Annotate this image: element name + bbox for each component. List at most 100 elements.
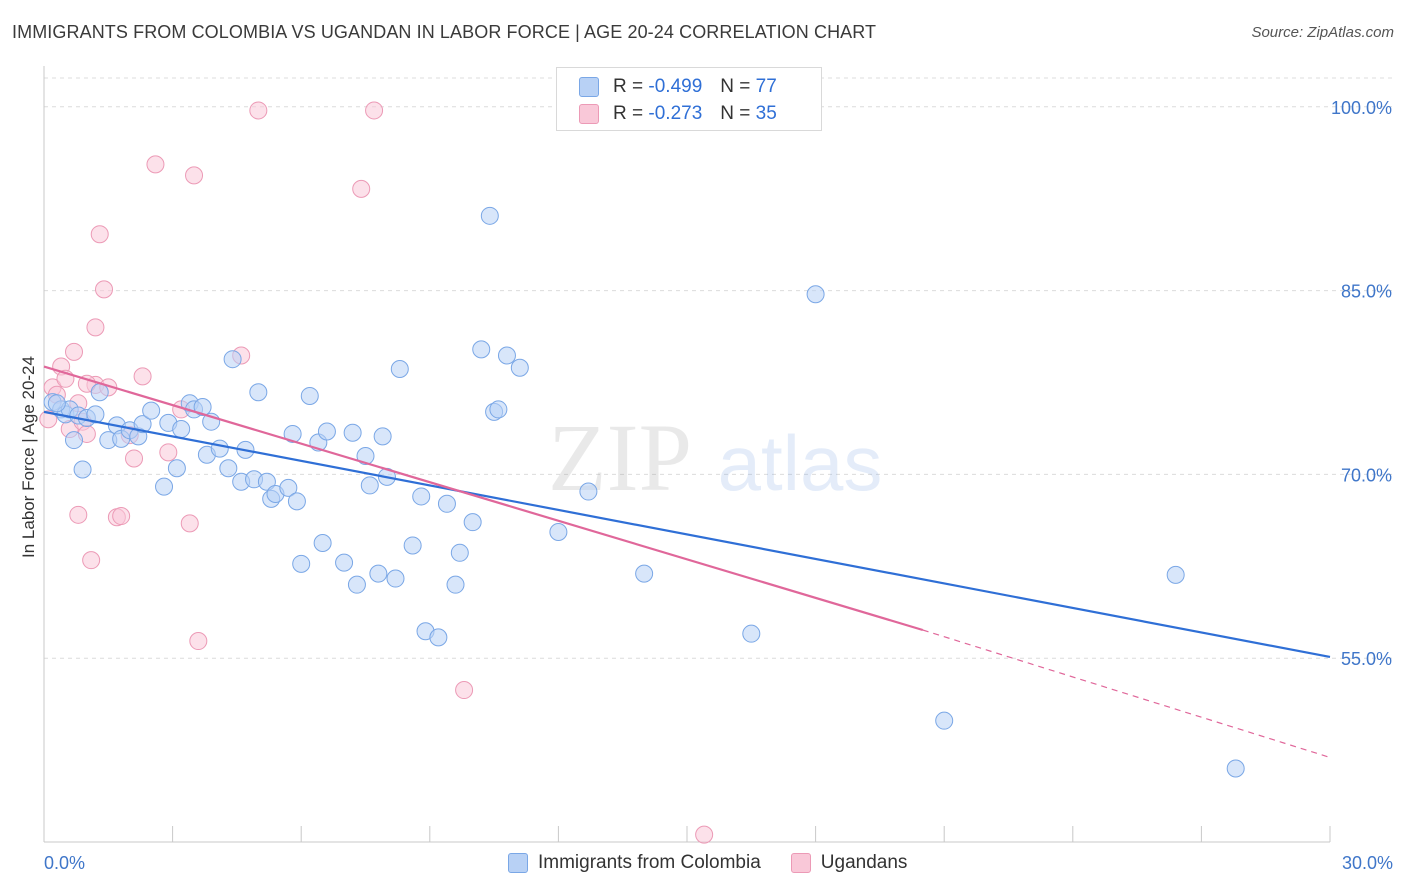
data-point-colombia bbox=[347, 575, 366, 594]
series-swatch-ugandans bbox=[790, 853, 811, 873]
data-point-ugandans bbox=[65, 342, 84, 361]
data-point-ugandans bbox=[159, 443, 178, 462]
watermark: ZIP atlas bbox=[548, 404, 882, 511]
data-point-colombia bbox=[279, 478, 298, 497]
legend-n-label: N = bbox=[720, 76, 751, 97]
legend-n-value-ugandans: 35 bbox=[755, 103, 777, 124]
data-point-colombia bbox=[1166, 565, 1185, 584]
trend-lines bbox=[43, 365, 1331, 759]
data-point-colombia bbox=[369, 564, 388, 583]
data-point-colombia bbox=[510, 358, 529, 377]
data-point-colombia bbox=[47, 394, 66, 413]
trend-line-colombia bbox=[43, 410, 1331, 659]
trend-line-ugandans bbox=[43, 365, 924, 632]
data-point-colombia bbox=[172, 420, 191, 439]
data-point-ugandans bbox=[365, 101, 384, 120]
data-point-colombia bbox=[73, 460, 92, 479]
legend-row-colombia: R = -0.499 N = 77 bbox=[579, 74, 777, 100]
legend-swatch-pink bbox=[579, 104, 599, 124]
watermark-zip: ZIP bbox=[548, 404, 692, 511]
data-point-colombia bbox=[65, 431, 84, 450]
data-point-colombia bbox=[343, 423, 362, 442]
x-tick-label: 30.0% bbox=[1342, 853, 1393, 873]
data-point-colombia bbox=[806, 285, 825, 304]
data-point-ugandans bbox=[69, 505, 88, 524]
data-point-colombia bbox=[155, 477, 174, 496]
legend-n-value-colombia: 77 bbox=[755, 76, 777, 97]
gridlines bbox=[44, 77, 1394, 659]
data-point-colombia bbox=[142, 401, 161, 420]
data-point-colombia bbox=[300, 386, 319, 405]
y-tick-label: 55.0% bbox=[1341, 649, 1392, 669]
data-point-ugandans bbox=[352, 179, 371, 198]
data-point-colombia bbox=[133, 415, 152, 434]
data-point-colombia bbox=[463, 513, 482, 532]
series-label-ugandans: Ugandans bbox=[820, 852, 908, 873]
data-point-ugandans bbox=[39, 410, 58, 429]
data-point-colombia bbox=[313, 534, 332, 553]
data-point-colombia bbox=[249, 383, 268, 402]
stats-legend: R = -0.499 N = 77 R = -0.273 N = 35 bbox=[556, 67, 822, 131]
legend-n-label: N = bbox=[720, 103, 751, 124]
tick-labels: 55.0% 70.0% 85.0% 100.0% 0.0% 30.0% bbox=[44, 98, 1393, 873]
data-point-ugandans bbox=[125, 449, 144, 468]
y-axis-label: In Labor Force | Age 20-24 bbox=[19, 356, 38, 558]
data-point-colombia bbox=[635, 564, 654, 583]
y-tick-label: 70.0% bbox=[1341, 465, 1392, 485]
data-point-colombia bbox=[257, 472, 276, 491]
legend-r-value-ugandans: -0.273 bbox=[648, 103, 703, 124]
source-label: Source: ZipAtlas.com bbox=[1251, 24, 1394, 41]
data-point-colombia bbox=[489, 400, 508, 419]
data-point-colombia bbox=[287, 492, 306, 511]
legend-row-ugandans: R = -0.273 N = 35 bbox=[579, 101, 777, 127]
data-point-colombia bbox=[1226, 759, 1245, 778]
data-point-colombia bbox=[935, 711, 954, 730]
data-point-ugandans bbox=[180, 514, 199, 533]
data-point-colombia bbox=[497, 346, 516, 365]
data-point-colombia bbox=[437, 494, 456, 513]
data-point-colombia bbox=[742, 624, 761, 643]
legend-swatch-blue bbox=[579, 77, 599, 97]
data-point-colombia bbox=[412, 487, 431, 506]
data-point-colombia bbox=[283, 424, 302, 443]
data-point-colombia bbox=[356, 447, 375, 465]
data-point-ugandans bbox=[90, 225, 109, 244]
data-point-ugandans bbox=[185, 166, 204, 185]
data-point-colombia bbox=[317, 422, 336, 441]
data-point-ugandans bbox=[189, 632, 208, 651]
data-point-colombia bbox=[472, 340, 491, 359]
data-point-colombia bbox=[373, 427, 392, 446]
data-point-colombia bbox=[450, 543, 469, 562]
legend-r-value-colombia: -0.499 bbox=[648, 76, 703, 97]
axes bbox=[43, 66, 1331, 843]
legend-r-label: R = bbox=[613, 76, 644, 97]
chart-title: IMMIGRANTS FROM COLOMBIA VS UGANDAN IN L… bbox=[12, 22, 877, 42]
data-point-colombia bbox=[86, 405, 105, 424]
data-point-ugandans bbox=[77, 374, 96, 393]
data-point-colombia bbox=[167, 459, 186, 478]
data-point-ugandans bbox=[112, 507, 131, 526]
data-point-ugandans bbox=[82, 551, 101, 570]
data-point-colombia bbox=[292, 554, 311, 573]
x-tick-label: 0.0% bbox=[44, 853, 85, 873]
y-tick-label: 85.0% bbox=[1341, 282, 1392, 302]
data-point-ugandans bbox=[695, 825, 714, 844]
data-point-colombia bbox=[210, 439, 229, 458]
legend-r-label: R = bbox=[613, 103, 644, 124]
data-point-ugandans bbox=[95, 280, 114, 299]
series-legend: Immigrants from Colombia Ugandans bbox=[508, 852, 907, 874]
data-point-colombia bbox=[335, 553, 354, 572]
data-point-colombia bbox=[90, 383, 109, 402]
data-point-colombia bbox=[390, 359, 409, 378]
data-point-colombia bbox=[403, 536, 422, 555]
data-point-colombia bbox=[429, 628, 448, 647]
data-point-colombia bbox=[193, 397, 212, 416]
data-point-ugandans bbox=[146, 155, 165, 174]
data-point-ugandans bbox=[86, 318, 105, 337]
trend-line-ugandans-extension bbox=[922, 629, 1331, 759]
series-swatch-colombia bbox=[508, 853, 528, 873]
y-tick-label: 100.0% bbox=[1331, 98, 1392, 118]
data-point-colombia bbox=[480, 206, 499, 225]
data-point-colombia bbox=[386, 569, 405, 588]
